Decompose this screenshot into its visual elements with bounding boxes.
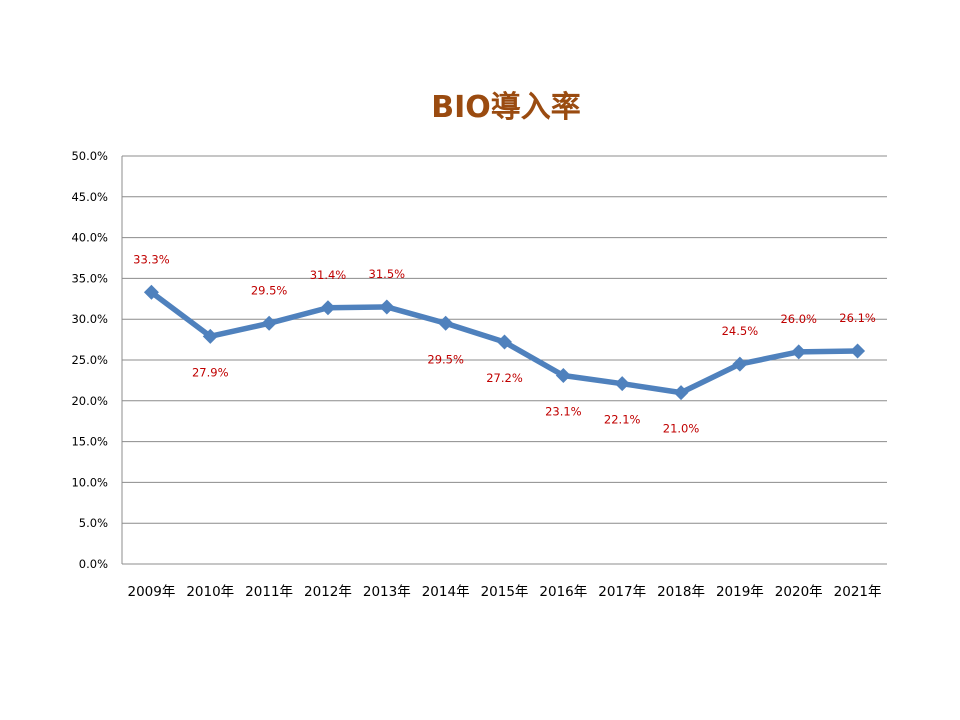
data-label: 33.3% xyxy=(133,252,170,266)
data-point xyxy=(261,315,277,331)
y-tick-label: 35.0% xyxy=(71,271,108,285)
x-tick-label: 2019年 xyxy=(716,584,764,600)
data-label: 31.5% xyxy=(369,267,406,281)
data-point xyxy=(320,300,336,316)
x-tick-label: 2015年 xyxy=(481,584,529,600)
data-point xyxy=(673,385,689,401)
data-point xyxy=(438,315,454,331)
data-label: 31.4% xyxy=(310,268,347,282)
data-point xyxy=(850,343,866,359)
data-label: 26.1% xyxy=(839,311,876,325)
x-tick-label: 2012年 xyxy=(304,584,352,600)
y-tick-label: 45.0% xyxy=(71,190,108,204)
x-tick-label: 2021年 xyxy=(834,584,882,600)
data-label: 26.0% xyxy=(780,312,817,326)
data-point xyxy=(497,334,512,350)
x-tick-label: 2014年 xyxy=(422,584,470,600)
data-point xyxy=(555,368,571,384)
chart-title: BIO導入率 xyxy=(431,90,581,125)
x-tick-label: 2018年 xyxy=(657,584,705,600)
y-tick-label: 5.0% xyxy=(79,516,108,530)
data-label: 24.5% xyxy=(722,324,759,338)
data-label: 22.1% xyxy=(604,413,641,427)
y-tick-label: 40.0% xyxy=(71,231,108,245)
x-tick-label: 2020年 xyxy=(775,584,823,600)
x-tick-label: 2009年 xyxy=(127,584,175,600)
x-tick-label: 2013年 xyxy=(363,584,411,600)
data-label: 27.9% xyxy=(192,365,229,379)
data-point xyxy=(379,299,395,315)
y-tick-label: 30.0% xyxy=(71,312,108,326)
data-label: 29.5% xyxy=(427,352,464,366)
y-tick-label: 15.0% xyxy=(71,435,108,449)
x-tick-label: 2011年 xyxy=(245,584,293,600)
data-point xyxy=(732,356,748,372)
data-point xyxy=(791,344,807,360)
data-label: 29.5% xyxy=(251,283,288,297)
x-tick-label: 2016年 xyxy=(539,584,587,600)
data-point xyxy=(202,328,218,344)
data-label: 27.2% xyxy=(486,371,523,385)
y-tick-label: 0.0% xyxy=(79,557,108,571)
y-tick-label: 10.0% xyxy=(71,475,108,489)
y-tick-label: 25.0% xyxy=(71,353,108,367)
data-point xyxy=(143,284,159,300)
data-point xyxy=(614,376,630,392)
y-tick-label: 20.0% xyxy=(71,394,108,408)
y-tick-label: 50.0% xyxy=(71,149,108,163)
x-tick-label: 2017年 xyxy=(598,584,646,600)
x-tick-label: 2010年 xyxy=(186,584,234,600)
data-label: 23.1% xyxy=(545,405,582,419)
data-label: 21.0% xyxy=(663,422,700,436)
